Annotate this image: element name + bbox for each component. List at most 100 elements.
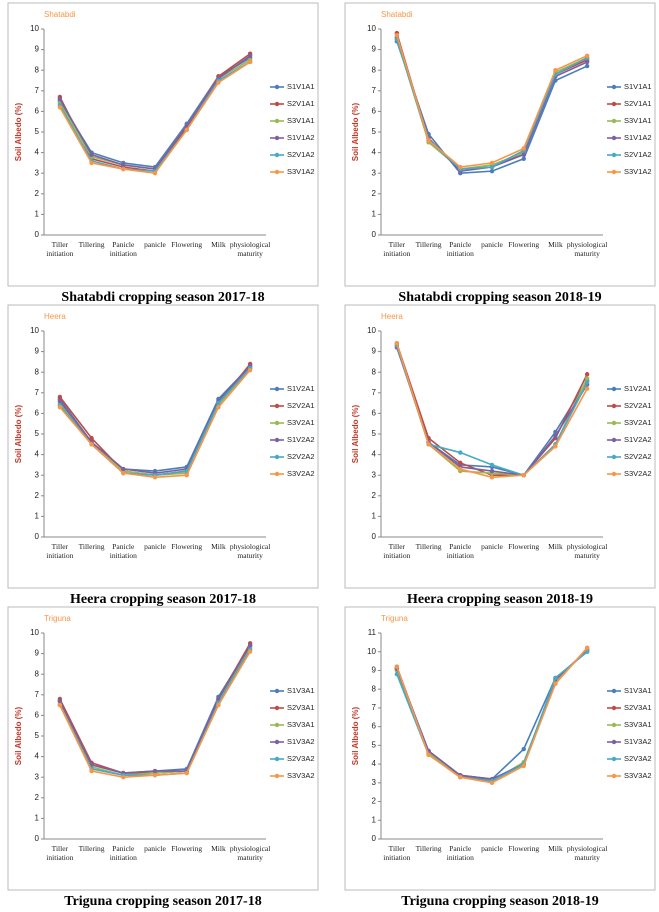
y-tick-label: 0: [35, 532, 40, 541]
point: [152, 772, 158, 778]
legend-label: S2V3A2: [624, 754, 652, 763]
x-tick-label-box: panicle: [481, 240, 503, 249]
point: [584, 649, 590, 654]
x-tick-label: Milk: [548, 844, 563, 853]
legend-label: S3V1A1: [287, 116, 315, 125]
legend-marker: [274, 705, 280, 711]
legend-marker: [611, 756, 617, 762]
series-line: [396, 41, 588, 175]
legend-marker: [611, 739, 617, 745]
legend-marker: [611, 420, 617, 426]
point: [57, 96, 63, 102]
y-axis-label: Soil Albedo (%): [351, 404, 360, 463]
point: [121, 775, 126, 780]
x-tick-label: panicle: [481, 844, 503, 853]
y-tick-label: 3: [35, 470, 40, 479]
y-axis-label: Soil Albedo (%): [351, 102, 360, 161]
x-tick-label: Panicle initiation: [446, 844, 474, 863]
series-line: [396, 343, 588, 479]
x-tick-label-box: Panicle initiation: [447, 542, 474, 560]
legend-label: S2V1A1: [624, 99, 652, 108]
series-line: [396, 34, 588, 168]
series-line: [396, 345, 588, 477]
legend-marker: [274, 739, 280, 745]
x-tick-label-box: Tiller initiation: [46, 844, 73, 862]
x-tick-label: physiological maturity: [229, 542, 271, 561]
point: [584, 386, 590, 391]
y-tick-label: 7: [372, 86, 377, 95]
x-tick-label-box: panicle: [481, 844, 503, 853]
legend-label: S2V2A1: [624, 401, 652, 410]
caption: Heera cropping season 2018-19: [407, 592, 593, 607]
legend-label: S1V2A1: [287, 384, 315, 393]
legend-label: S1V1A2: [287, 133, 315, 142]
point: [57, 405, 63, 410]
y-tick-label: 3: [372, 168, 377, 177]
point: [489, 780, 495, 786]
x-tick-label-box: Tillering: [416, 844, 442, 853]
y-axis-label: Soil Albedo (%): [14, 404, 23, 463]
y-tick-label: 11: [368, 628, 377, 637]
y-tick-label: 8: [372, 367, 377, 376]
x-tick-label-box: Flowering: [508, 240, 539, 249]
x-tick-label-box: Tillering: [416, 240, 442, 249]
point: [247, 59, 253, 65]
legend-marker: [274, 118, 280, 124]
y-tick-label: 10: [30, 326, 39, 335]
y-tick-label: 3: [372, 470, 377, 479]
point: [426, 752, 431, 757]
point: [489, 475, 495, 480]
y-tick-label: 9: [372, 347, 377, 356]
y-tick-label: 9: [372, 666, 377, 675]
x-tick-label-box: Milk: [211, 240, 226, 249]
legend-label: S2V1A2: [287, 150, 315, 159]
y-tick-label: 6: [35, 711, 40, 720]
series-line: [59, 644, 251, 774]
panel-border: [7, 606, 319, 891]
point: [521, 473, 526, 478]
panel-border: [7, 304, 319, 589]
x-tick-label: Panicle initiation: [109, 542, 137, 561]
point: [584, 63, 590, 69]
legend-label: S1V3A2: [624, 737, 652, 746]
legend-marker: [611, 773, 617, 779]
series-line: [396, 343, 588, 476]
y-axis-label: Soil Albedo (%): [14, 102, 23, 161]
point: [89, 160, 94, 166]
legend-marker: [611, 705, 617, 711]
y-tick-label: 2: [35, 491, 40, 500]
x-tick-label: physiological maturity: [566, 240, 608, 259]
x-tick-label-box: Tiller initiation: [46, 542, 73, 560]
x-tick-label: Flowering: [171, 542, 203, 551]
y-tick-label: 3: [35, 772, 40, 781]
legend-label: S1V3A1: [624, 686, 652, 695]
legend-label: S3V1A1: [624, 116, 652, 125]
legend-marker: [274, 420, 280, 426]
chart-title: Triguna: [381, 614, 408, 623]
legend-marker: [274, 773, 280, 779]
x-tick-label-box: Flowering: [171, 844, 202, 853]
legend-marker: [611, 403, 617, 409]
y-tick-label: 5: [35, 731, 40, 740]
x-tick-label: Milk: [548, 542, 563, 551]
y-tick-label: 7: [35, 690, 40, 699]
point: [57, 105, 63, 110]
y-tick-label: 4: [372, 759, 377, 768]
y-tick-label: 8: [35, 669, 40, 678]
legend-marker: [274, 437, 280, 443]
y-tick-label: 4: [35, 450, 40, 459]
legend-marker: [611, 152, 617, 158]
x-tick-label: Panicle initiation: [109, 240, 137, 259]
x-tick-label: panicle: [144, 240, 166, 249]
legend-label: S3V3A2: [287, 771, 315, 780]
point: [121, 166, 126, 172]
legend-marker: [274, 756, 280, 762]
y-tick-label: 10: [367, 24, 376, 33]
y-tick-label: 0: [35, 230, 40, 239]
x-tick-label: Tillering: [415, 542, 442, 551]
y-tick-label: 8: [372, 684, 377, 693]
legend-label: S2V1A2: [624, 150, 652, 159]
series-line: [59, 61, 251, 172]
point: [489, 160, 495, 166]
x-tick-label: physiological maturity: [566, 844, 608, 863]
